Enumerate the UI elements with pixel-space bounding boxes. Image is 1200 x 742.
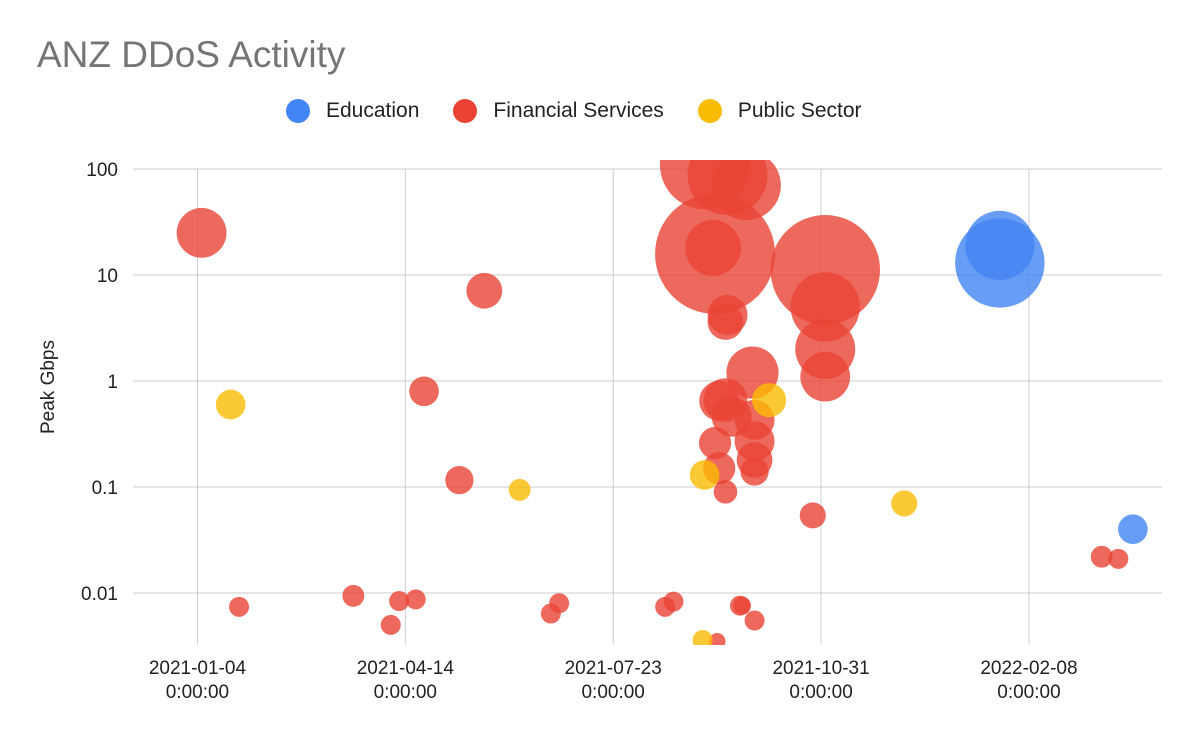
bubble-financial-services[interactable]: [1090, 545, 1113, 568]
legend-item-public-sector[interactable]: Public Sector: [697, 99, 862, 123]
legend-swatch: [286, 99, 310, 123]
x-tick-label: 2021-04-14: [357, 658, 455, 679]
bubble-financial-services[interactable]: [733, 596, 752, 615]
x-tick-label: 2022-02-08: [980, 658, 1077, 679]
bubble-financial-services[interactable]: [708, 632, 726, 650]
legend-item-financial-services[interactable]: Financial Services: [453, 99, 664, 123]
bubble-financial-services[interactable]: [663, 591, 684, 612]
bubble-financial-services[interactable]: [342, 584, 365, 607]
y-tick-label: 0.1: [92, 478, 118, 499]
bubble-public-sector[interactable]: [752, 383, 787, 418]
bubble-financial-services[interactable]: [744, 610, 765, 631]
bubble-financial-services[interactable]: [549, 593, 570, 614]
chart-title: ANZ DDoS Activity: [37, 34, 346, 75]
bubble-financial-services[interactable]: [466, 272, 503, 309]
y-tick-label: 0.01: [81, 584, 118, 605]
bubble-financial-services[interactable]: [176, 207, 227, 258]
bubbles: [176, 151, 1148, 650]
bubble-financial-services[interactable]: [713, 480, 738, 504]
x-tick-sublabel: 0:00:00: [374, 682, 437, 703]
bubble-financial-services[interactable]: [229, 596, 250, 617]
bubble-financial-services[interactable]: [799, 502, 826, 529]
legend-label: Education: [326, 99, 420, 122]
bubble-financial-services[interactable]: [409, 376, 439, 407]
bubble-financial-services[interactable]: [1108, 548, 1129, 569]
legend-swatch: [453, 99, 478, 123]
bubble-financial-services[interactable]: [685, 220, 741, 276]
x-tick-sublabel: 0:00:00: [166, 682, 229, 703]
y-tick-label: 10: [97, 266, 118, 287]
bubble-financial-services[interactable]: [445, 466, 474, 495]
legend-swatch: [697, 99, 722, 123]
bubble-financial-services[interactable]: [740, 457, 769, 486]
bubble-public-sector[interactable]: [692, 630, 713, 650]
legend-label: Public Sector: [737, 99, 862, 122]
bubble-education[interactable]: [955, 218, 1045, 308]
bubble-public-sector[interactable]: [689, 460, 720, 490]
legend-item-education[interactable]: Education: [286, 99, 419, 123]
bubble-education[interactable]: [1118, 514, 1148, 545]
x-tick-label: 2021-01-04: [149, 658, 247, 679]
y-tick-label: 1: [107, 372, 118, 393]
bubble-public-sector[interactable]: [215, 389, 246, 420]
legend-label: Financial Services: [493, 99, 664, 122]
x-tick-label: 2021-07-23: [565, 658, 662, 679]
legend: Education Financial Services Public Sect…: [286, 99, 896, 123]
y-tick-label: 100: [86, 160, 118, 181]
bubble-financial-services[interactable]: [800, 351, 851, 402]
bubble-public-sector[interactable]: [891, 490, 918, 517]
bubble-financial-services[interactable]: [389, 591, 410, 612]
bubble-financial-services[interactable]: [711, 151, 781, 221]
x-tick-label: 2021-10-31: [772, 658, 869, 679]
bubble-financial-services[interactable]: [698, 426, 732, 460]
x-tick-sublabel: 0:00:00: [997, 682, 1060, 703]
bubble-financial-services[interactable]: [380, 614, 401, 635]
y-axis-label: Peak Gbps: [38, 340, 59, 434]
x-tick-sublabel: 0:00:00: [581, 682, 644, 703]
x-tick-sublabel: 0:00:00: [789, 682, 852, 703]
bubble-financial-services[interactable]: [790, 272, 860, 342]
bubble-public-sector[interactable]: [508, 478, 531, 501]
bubble-financial-services[interactable]: [707, 304, 744, 340]
bubble-financial-services[interactable]: [405, 589, 426, 610]
